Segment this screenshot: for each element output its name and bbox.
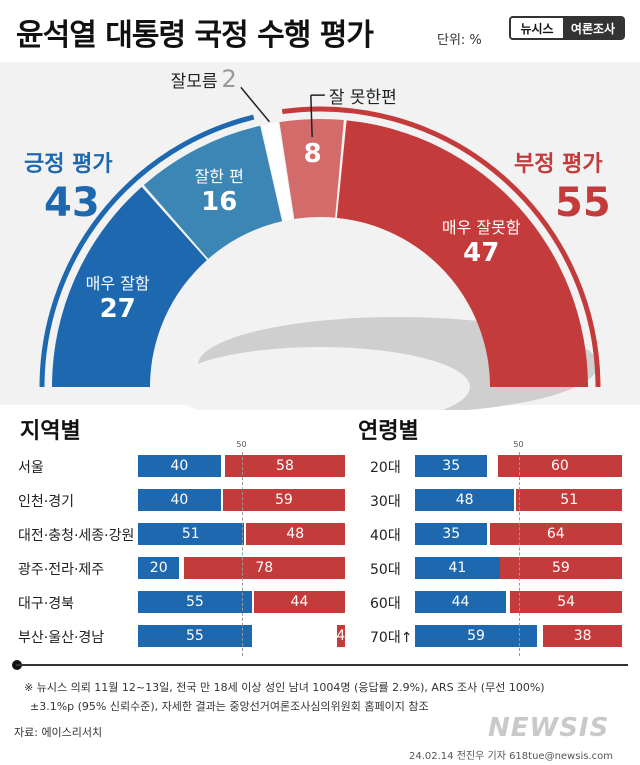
category-label: 20대 [370, 460, 401, 476]
unknown-value: 2 [221, 65, 237, 94]
positive-bar: 35 [415, 455, 488, 477]
negative-bar: 59 [222, 489, 345, 511]
slice-bad [279, 118, 344, 219]
bad-label: 8 [304, 139, 322, 169]
good-name: 잘한 편 [194, 167, 244, 187]
negative-bar: 44 [253, 591, 345, 613]
negative-title: 부정 평가 [514, 152, 603, 177]
negative-bar: 4 [336, 625, 345, 647]
category-label: 서울 [18, 460, 44, 476]
poll-badge: 뉴시스 여론조사 [509, 16, 625, 40]
gauge-shadow-mask [170, 347, 470, 410]
page-title: 윤석열 대통령 국정 수행 평가 [16, 18, 374, 53]
negative-ring [281, 106, 601, 388]
bad-value: 8 [303, 139, 322, 170]
good-value: 16 [201, 187, 238, 218]
very-good-label: 매우 잘함 27 [86, 270, 150, 324]
unknown-leader [240, 86, 270, 123]
positive-bar: 55 [138, 625, 252, 647]
slice-very-good [52, 186, 207, 387]
unknown-label: 잘모름 2 [171, 65, 237, 93]
very-bad-name: 매우 잘못함 [441, 218, 521, 238]
category-label: 50대 [370, 562, 401, 578]
credit-note: 24.02.14 전진우 기자 618tue@newsis.com [409, 751, 613, 762]
category-label: 인천·경기 [18, 494, 74, 510]
reference-line [518, 452, 520, 656]
positive-bar: 41 [415, 557, 500, 579]
survey-note-2: ±3.1%p (95% 신뢰수준), 자세한 결과는 중앙선거여론조사심의위원회… [30, 700, 429, 713]
age-title: 연령별 [358, 419, 419, 444]
newsis-logo: NEWSIS [488, 713, 610, 743]
unknown-name: 잘모름 [170, 72, 218, 93]
footer-rule [16, 664, 628, 666]
source-note: 자료: 에이스리서치 [14, 726, 103, 739]
negative-bar: 60 [497, 455, 622, 477]
negative-bar: 58 [224, 455, 345, 477]
very-bad-value: 47 [463, 238, 500, 269]
category-label: 대전·충청·세종·강원 [18, 528, 135, 544]
negative-bar: 78 [183, 557, 345, 579]
very-good-name: 매우 잘함 [85, 273, 150, 293]
slice-unknown [261, 122, 294, 222]
very-bad-label: 매우 잘못함 47 [442, 214, 521, 268]
approval-gauge [39, 86, 601, 410]
badge-poll: 여론조사 [563, 18, 623, 38]
category-label: 광주·전라·제주 [18, 562, 105, 578]
category-label: 70대↑ [370, 630, 413, 646]
positive-bar: 44 [415, 591, 507, 613]
category-label: 60대 [370, 596, 401, 612]
positive-title: 긍정 평가 [24, 152, 113, 177]
category-label: 대구·경북 [18, 596, 74, 612]
good-label: 잘한 편 16 [195, 163, 244, 217]
category-label: 30대 [370, 494, 401, 510]
positive-value: 43 [44, 180, 100, 226]
bad-name: 잘 못한편 [328, 88, 397, 109]
reference-tick-label: 50 [236, 440, 247, 449]
unit-label: 단위: % [437, 33, 482, 48]
reference-line [241, 452, 243, 656]
negative-bar: 54 [510, 591, 622, 613]
negative-bar: 38 [543, 625, 622, 647]
slice-good [143, 125, 283, 259]
positive-bar: 59 [415, 625, 538, 647]
negative-bar: 48 [245, 523, 345, 545]
bad-leader [310, 95, 313, 138]
positive-ring [39, 114, 255, 388]
positive-bar: 55 [138, 591, 252, 613]
negative-bar: 51 [516, 489, 622, 511]
region-title: 지역별 [20, 419, 81, 444]
badge-newsis: 뉴시스 [511, 18, 563, 38]
category-label: 40대 [370, 528, 401, 544]
positive-bar: 40 [138, 489, 221, 511]
positive-bar: 48 [415, 489, 515, 511]
slice-very-bad [336, 120, 588, 387]
reference-tick-label: 50 [513, 440, 524, 449]
positive-bar: 35 [415, 523, 488, 545]
positive-bar: 51 [138, 523, 244, 545]
survey-note-1: ※ 뉴시스 의뢰 11월 12~13일, 전국 만 18세 이상 성인 남녀 1… [24, 681, 545, 694]
negative-bar: 64 [489, 523, 622, 545]
very-good-value: 27 [99, 293, 136, 324]
positive-bar: 20 [138, 557, 180, 579]
category-label: 부산·울산·경남 [18, 630, 105, 646]
negative-bar: 59 [499, 557, 622, 579]
negative-value: 55 [555, 180, 611, 226]
positive-bar: 40 [138, 455, 221, 477]
